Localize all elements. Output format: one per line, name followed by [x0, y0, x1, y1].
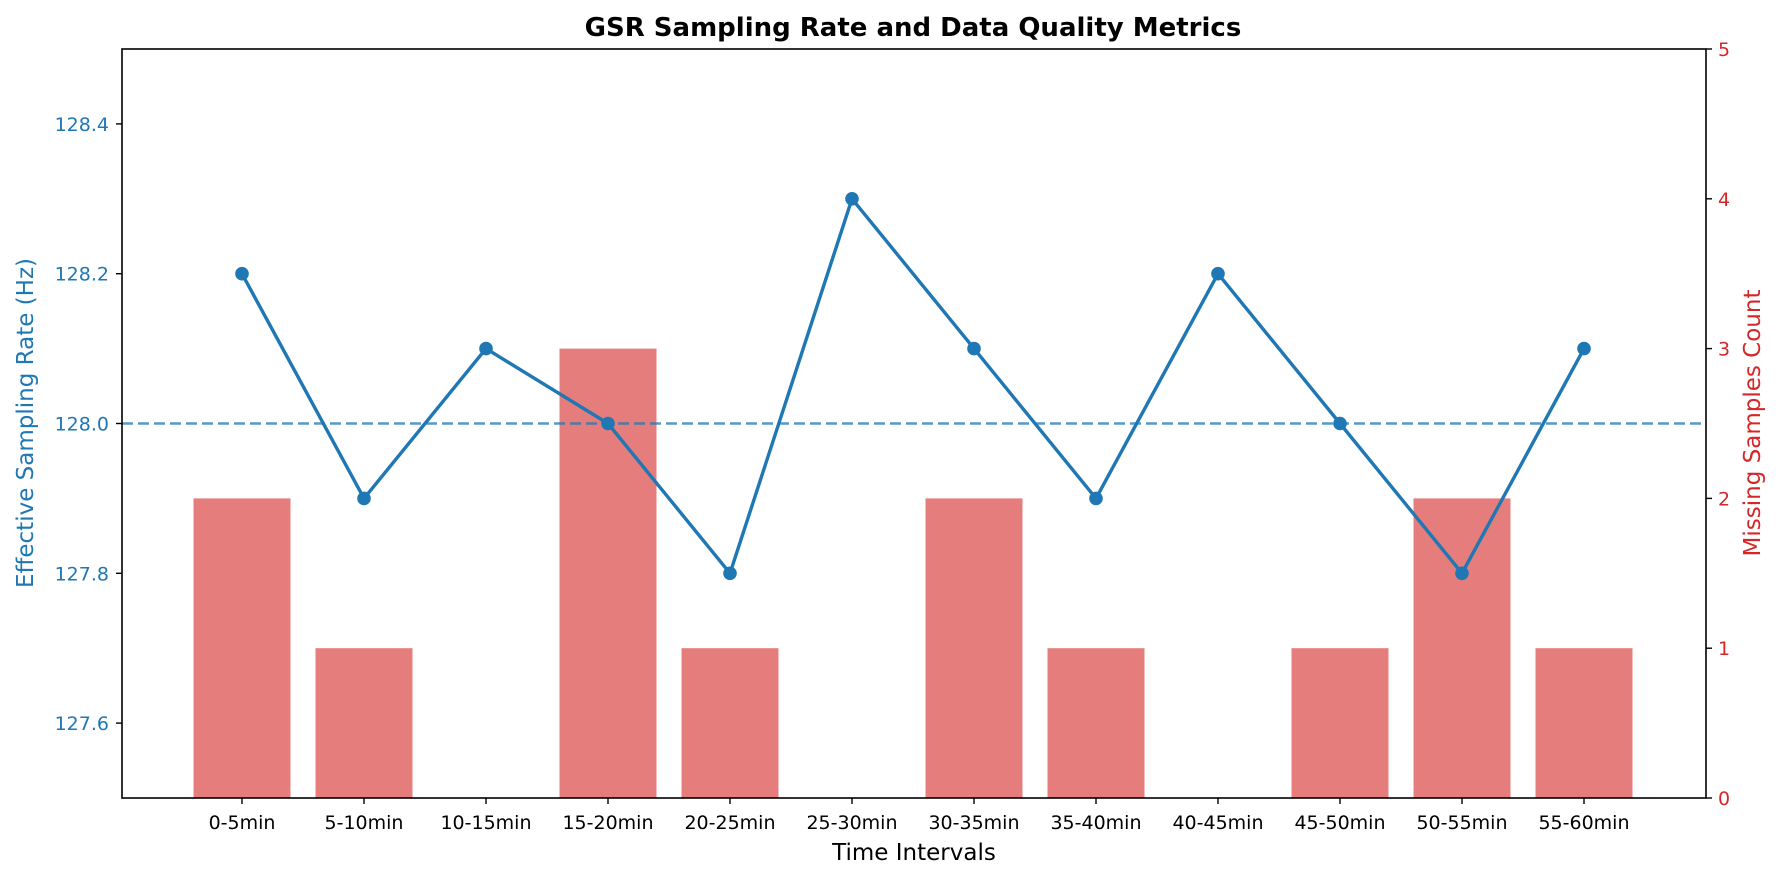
bar-35-40min	[1047, 648, 1145, 798]
x-tick-label: 55-60min	[1538, 812, 1629, 834]
bar-0-5min	[193, 498, 291, 798]
point-25-30min	[845, 192, 859, 206]
x-tick-label: 0-5min	[209, 812, 276, 834]
point-35-40min	[1089, 491, 1103, 506]
left-tick-label: 127.6	[55, 713, 109, 735]
left-tick-label: 128.0	[55, 414, 109, 436]
right-tick-label: 1	[1718, 638, 1730, 660]
point-45-50min	[1333, 416, 1347, 431]
x-tick-label: 50-55min	[1416, 812, 1507, 834]
bar-50-55min	[1413, 498, 1511, 798]
bars-layer	[193, 348, 1633, 798]
sampling-rate-line	[240, 197, 1586, 575]
line-layer	[235, 192, 1591, 581]
bar-20-25min	[681, 648, 779, 798]
bar-5-10min	[315, 648, 413, 798]
bar-15-20min	[559, 348, 657, 798]
right-tick-label: 0	[1718, 788, 1730, 810]
point-30-35min	[967, 341, 981, 356]
x-tick-label: 40-45min	[1172, 812, 1263, 834]
point-0-5min	[235, 266, 249, 281]
point-5-10min	[357, 491, 371, 506]
point-40-45min	[1211, 266, 1225, 281]
bar-45-50min	[1291, 648, 1389, 798]
left-tick-label: 128.2	[55, 264, 109, 286]
point-50-55min	[1455, 566, 1469, 581]
right-tick-label: 5	[1718, 39, 1730, 61]
x-tick-label: 30-35min	[928, 812, 1019, 834]
chart-title: GSR Sampling Rate and Data Quality Metri…	[585, 13, 1242, 43]
point-55-60min	[1577, 341, 1591, 356]
x-tick-label: 15-20min	[562, 812, 653, 834]
x-tick-label: 10-15min	[440, 812, 531, 834]
point-10-15min	[479, 341, 493, 356]
x-tick-label: 25-30min	[806, 812, 897, 834]
right-axis-label: Missing Samples Count	[1740, 290, 1766, 557]
right-tick-label: 4	[1718, 189, 1730, 211]
left-axis-label: Effective Sampling Rate (Hz)	[13, 258, 39, 588]
bar-30-35min	[925, 498, 1023, 798]
right-axis-ticks: 0 1 2 3 4 5	[1706, 39, 1730, 810]
x-axis-label: Time Intervals	[831, 840, 996, 866]
x-axis-ticks: 0-5min 5-10min 10-15min 15-20min 20-25min 25-…	[209, 798, 1630, 834]
x-tick-label: 45-50min	[1294, 812, 1385, 834]
x-tick-label: 20-25min	[684, 812, 775, 834]
x-tick-label: 35-40min	[1050, 812, 1141, 834]
right-tick-label: 2	[1718, 488, 1730, 510]
left-tick-label: 128.4	[55, 114, 109, 136]
right-tick-label: 3	[1718, 339, 1730, 361]
point-20-25min	[723, 566, 737, 581]
left-tick-label: 127.8	[55, 563, 109, 585]
left-axis-ticks: 127.6 127.8 128.0 128.2 128.4	[55, 114, 122, 735]
point-15-20min	[601, 416, 615, 431]
bar-55-60min	[1535, 648, 1633, 798]
x-tick-label: 5-10min	[325, 812, 404, 834]
